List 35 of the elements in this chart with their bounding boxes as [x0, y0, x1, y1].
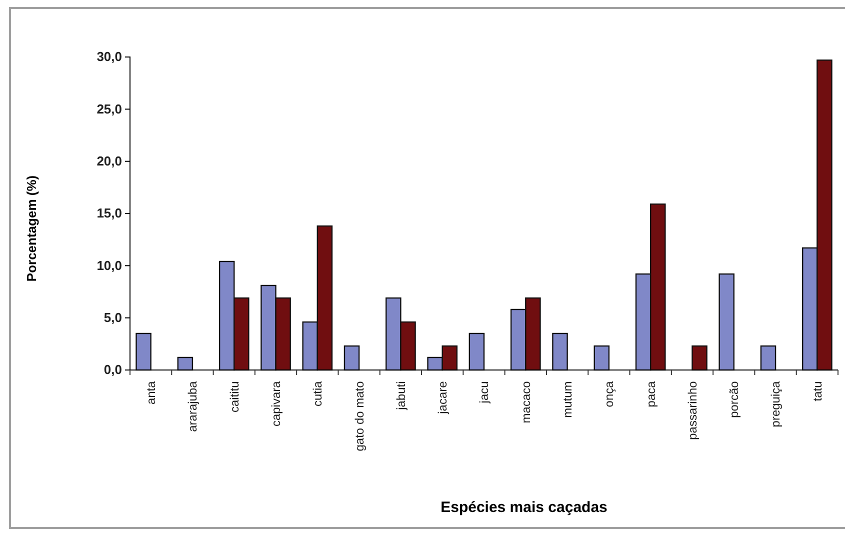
y-tick-label: 30,0 [96, 49, 122, 64]
bar [136, 332, 152, 371]
x-tick-label: anta [144, 380, 158, 405]
bar [468, 332, 485, 371]
x-tick-label: gato do mato [352, 380, 366, 452]
x-tick-label: caititu [227, 381, 242, 413]
x-tick-label: capivara [268, 380, 283, 427]
y-axis-title: Porcentagem (%) [24, 175, 39, 282]
x-tick-label: onça [602, 380, 616, 408]
x-tick-label: paca [644, 380, 658, 408]
x-tick-label: jabuti [394, 381, 408, 411]
x-tick-label: cutia [310, 380, 325, 407]
x-tick-label: tatu [810, 381, 824, 402]
bar [594, 345, 610, 371]
bar [718, 273, 734, 371]
x-tick-label: passarinho [685, 380, 700, 440]
x-tick-label: preguiça [768, 380, 783, 428]
bar [344, 345, 360, 371]
x-tick-label: jacare [436, 380, 450, 415]
x-axis-title: Espécies mais caçadas [440, 499, 608, 516]
x-tick-label: ararajuba [186, 380, 200, 432]
x-tick-label: macaco [518, 380, 533, 424]
y-tick-label: 5,0 [104, 310, 122, 325]
y-tick-label: 20,0 [96, 153, 122, 168]
y-tick-label: 10,0 [96, 258, 122, 273]
y-tick-label: 0,0 [104, 362, 122, 378]
bar [760, 345, 776, 371]
bar [552, 332, 568, 371]
x-tick-label: porcão [727, 380, 742, 418]
bar [177, 356, 194, 371]
x-tick-label: jacu [477, 381, 492, 404]
x-tick-label: mutum [560, 381, 574, 418]
bar [692, 345, 708, 371]
y-tick-label: 25,0 [96, 101, 122, 116]
y-tick-label: 15,0 [96, 206, 122, 221]
